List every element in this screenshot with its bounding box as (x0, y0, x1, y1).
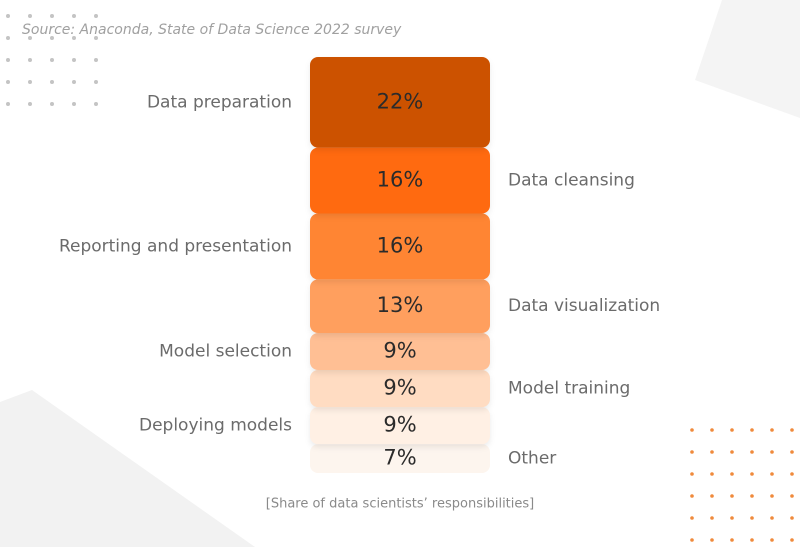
dot (28, 14, 32, 18)
segment (310, 444, 490, 473)
dot (750, 428, 754, 432)
dot (790, 494, 794, 498)
value-label: 16% (377, 233, 424, 257)
category-label: Other (508, 449, 556, 469)
dot (750, 538, 754, 542)
dot (770, 450, 774, 454)
dot (790, 538, 794, 542)
dot (730, 472, 734, 476)
dot (28, 80, 32, 84)
category-label: Data cleansing (508, 171, 635, 191)
dot (750, 516, 754, 520)
dot (94, 36, 98, 40)
dot (770, 494, 774, 498)
segment (310, 57, 490, 148)
decoration (0, 390, 255, 547)
dot (50, 14, 54, 18)
source-note: Source: Anaconda, State of Data Science … (22, 22, 402, 38)
segments: 22% Data preparation 16% Data cleansing 16% R… (59, 57, 660, 473)
category-label: Model training (508, 379, 630, 399)
dot (730, 450, 734, 454)
category-label: Data preparation (147, 92, 292, 112)
value-label: 9% (383, 338, 416, 362)
dot (690, 428, 694, 432)
dot (72, 14, 76, 18)
category-label: Model selection (159, 341, 292, 361)
value-label: 13% (377, 293, 424, 317)
dot (72, 102, 76, 106)
dot (710, 516, 714, 520)
dot (94, 58, 98, 62)
dot (690, 516, 694, 520)
category-label: Data visualization (508, 296, 660, 316)
category-label: Reporting and presentation (59, 236, 292, 256)
segment (310, 213, 490, 280)
dot (730, 428, 734, 432)
dot (690, 450, 694, 454)
dot (770, 428, 774, 432)
dot (28, 36, 32, 40)
dot (730, 516, 734, 520)
dot (770, 538, 774, 542)
dot (50, 58, 54, 62)
dot (50, 80, 54, 84)
dot (690, 494, 694, 498)
segment (310, 370, 490, 408)
dot (94, 80, 98, 84)
category-label: Deploying models (139, 416, 292, 436)
dot (6, 36, 10, 40)
dot (730, 494, 734, 498)
segment (310, 279, 490, 333)
dot (72, 58, 76, 62)
segment (310, 407, 490, 445)
dot (790, 428, 794, 432)
dot (6, 14, 10, 18)
value-label: 16% (377, 168, 424, 192)
dot (710, 428, 714, 432)
dot (710, 494, 714, 498)
segment (310, 332, 490, 371)
dot (94, 14, 98, 18)
dot (710, 472, 714, 476)
dot (50, 36, 54, 40)
value-label: 9% (383, 413, 416, 437)
dot (770, 516, 774, 520)
dot (750, 450, 754, 454)
dot (94, 102, 98, 106)
dot (730, 538, 734, 542)
dot (790, 516, 794, 520)
dot (750, 472, 754, 476)
dot (28, 58, 32, 62)
dot (750, 494, 754, 498)
dot (72, 36, 76, 40)
dot (28, 102, 32, 106)
dot (690, 538, 694, 542)
dot (790, 450, 794, 454)
decoration (695, 0, 800, 118)
dot (790, 472, 794, 476)
dot (690, 472, 694, 476)
dot (6, 80, 10, 84)
dot (6, 58, 10, 62)
dot (6, 102, 10, 106)
dot (72, 80, 76, 84)
dot (710, 538, 714, 542)
dot (770, 472, 774, 476)
segment (310, 147, 490, 214)
caption: [Share of data scientists’ responsibilit… (266, 497, 534, 512)
value-label: 9% (383, 376, 416, 400)
dot (50, 102, 54, 106)
dot (710, 450, 714, 454)
value-label: 7% (383, 446, 416, 470)
dot-patterns (6, 14, 794, 542)
value-label: 22% (377, 89, 424, 113)
